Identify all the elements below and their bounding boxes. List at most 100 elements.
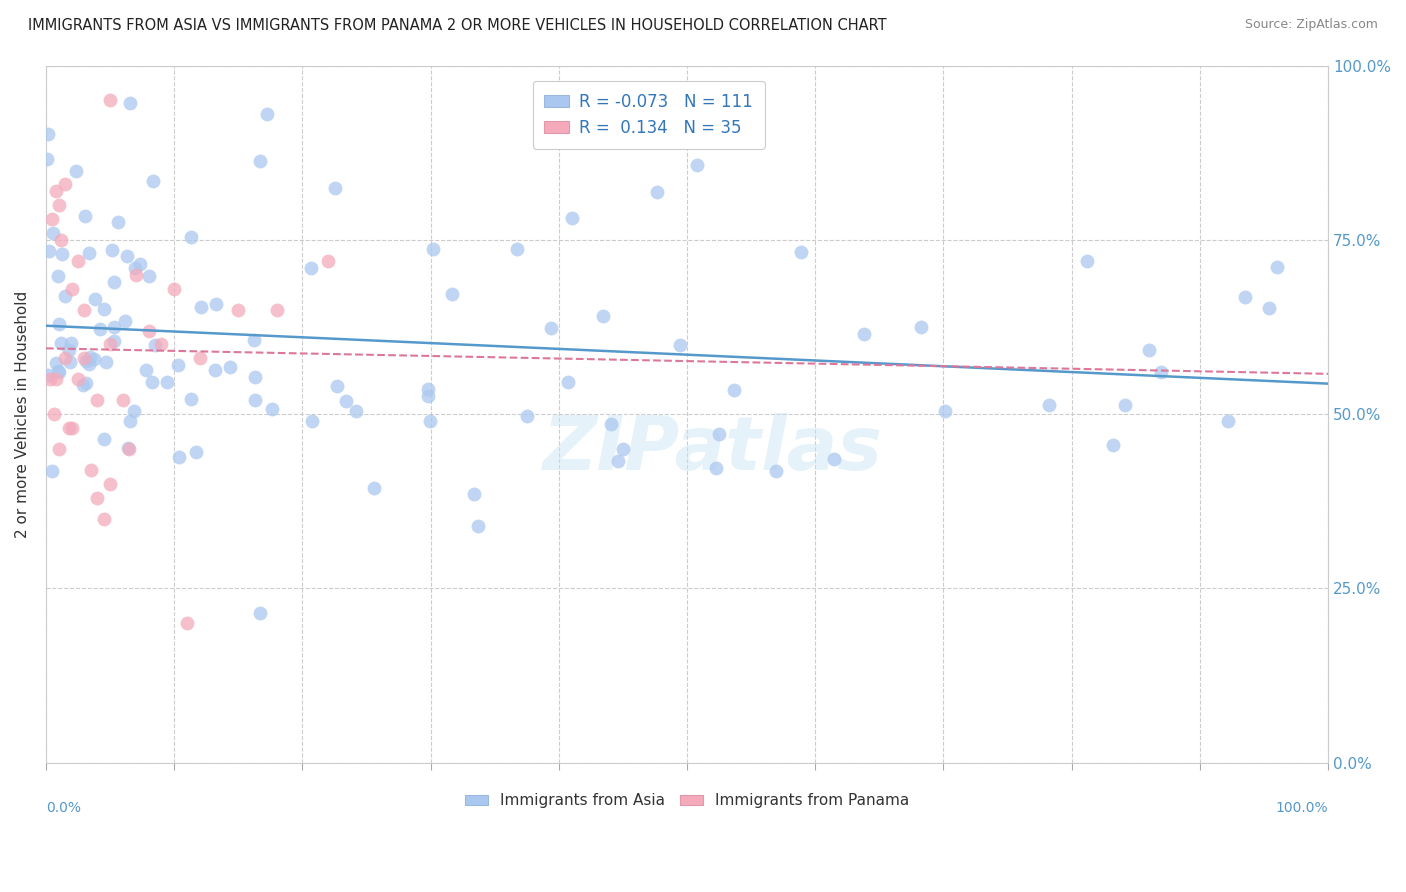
Point <box>612 442 634 456</box>
Point <box>180 392 202 407</box>
Point <box>704 461 727 475</box>
Point <box>249 154 271 169</box>
Point <box>48 198 70 212</box>
Point <box>249 606 271 620</box>
Point <box>226 302 249 317</box>
Point <box>79 245 101 260</box>
Point <box>138 324 160 338</box>
Point <box>1234 290 1257 304</box>
Point <box>41 464 63 478</box>
Point <box>344 404 367 418</box>
Point <box>101 244 124 258</box>
Point <box>118 96 141 111</box>
Point <box>96 355 118 369</box>
Text: Source: ZipAtlas.com: Source: ZipAtlas.com <box>1244 18 1378 31</box>
Point <box>45 372 67 386</box>
Point <box>58 421 80 435</box>
Point <box>540 320 562 334</box>
Point <box>243 333 266 347</box>
Point <box>422 242 444 256</box>
Point <box>266 302 288 317</box>
Point <box>48 442 70 456</box>
Point <box>505 242 527 256</box>
Point <box>1150 365 1173 379</box>
Point <box>166 358 188 372</box>
Point <box>115 249 138 263</box>
Point <box>765 463 787 477</box>
Point <box>1076 254 1098 268</box>
Point <box>48 365 70 379</box>
Point <box>557 375 579 389</box>
Point <box>48 317 70 331</box>
Point <box>205 296 228 310</box>
Point <box>93 301 115 316</box>
Point <box>1265 260 1288 274</box>
Point <box>98 477 121 491</box>
Point <box>416 382 439 396</box>
Point <box>128 257 150 271</box>
Text: IMMIGRANTS FROM ASIA VS IMMIGRANTS FROM PANAMA 2 OR MORE VEHICLES IN HOUSEHOLD C: IMMIGRANTS FROM ASIA VS IMMIGRANTS FROM … <box>28 18 887 33</box>
Point <box>325 181 347 195</box>
Text: 0.0%: 0.0% <box>46 801 82 815</box>
Point <box>463 487 485 501</box>
Point <box>823 451 845 466</box>
Point <box>467 519 489 533</box>
Point <box>561 211 583 226</box>
Point <box>316 253 339 268</box>
Point <box>89 322 111 336</box>
Point <box>86 393 108 408</box>
Point <box>118 414 141 428</box>
Point <box>910 320 932 334</box>
Point <box>75 376 97 390</box>
Point <box>51 247 73 261</box>
Point <box>73 302 96 317</box>
Point <box>188 351 211 366</box>
Point <box>245 392 267 407</box>
Point <box>60 421 83 435</box>
Point <box>176 616 198 631</box>
Point <box>98 94 121 108</box>
Point <box>86 491 108 505</box>
Text: ZIPatlas: ZIPatlas <box>543 413 883 485</box>
Point <box>607 454 630 468</box>
Point <box>363 481 385 495</box>
Point <box>516 409 538 423</box>
Point <box>45 184 67 198</box>
Point <box>53 289 76 303</box>
Point <box>51 233 73 247</box>
Point <box>150 337 173 351</box>
Point <box>190 300 212 314</box>
Point <box>38 244 60 259</box>
Point <box>141 173 163 187</box>
Point <box>37 127 59 141</box>
Point <box>1137 343 1160 358</box>
Point <box>45 355 67 369</box>
Point <box>75 354 97 368</box>
Point <box>184 444 207 458</box>
Point <box>93 433 115 447</box>
Point <box>243 370 266 384</box>
Point <box>75 209 97 223</box>
Point <box>934 404 956 418</box>
Point <box>141 375 163 389</box>
Point <box>103 319 125 334</box>
Point <box>46 363 69 377</box>
Point <box>167 450 190 464</box>
Point <box>180 229 202 244</box>
Point <box>1216 414 1239 428</box>
Point <box>73 351 96 366</box>
Point <box>122 404 145 418</box>
Point <box>72 377 94 392</box>
Point <box>204 363 226 377</box>
Point <box>723 383 745 397</box>
Point <box>107 215 129 229</box>
Point <box>668 337 690 351</box>
Point <box>37 368 59 382</box>
Point <box>326 378 349 392</box>
Point <box>156 375 179 389</box>
Point <box>790 244 813 259</box>
Point <box>59 355 82 369</box>
Point <box>1114 398 1136 412</box>
Point <box>83 292 105 306</box>
Y-axis label: 2 or more Vehicles in Household: 2 or more Vehicles in Household <box>15 291 30 538</box>
